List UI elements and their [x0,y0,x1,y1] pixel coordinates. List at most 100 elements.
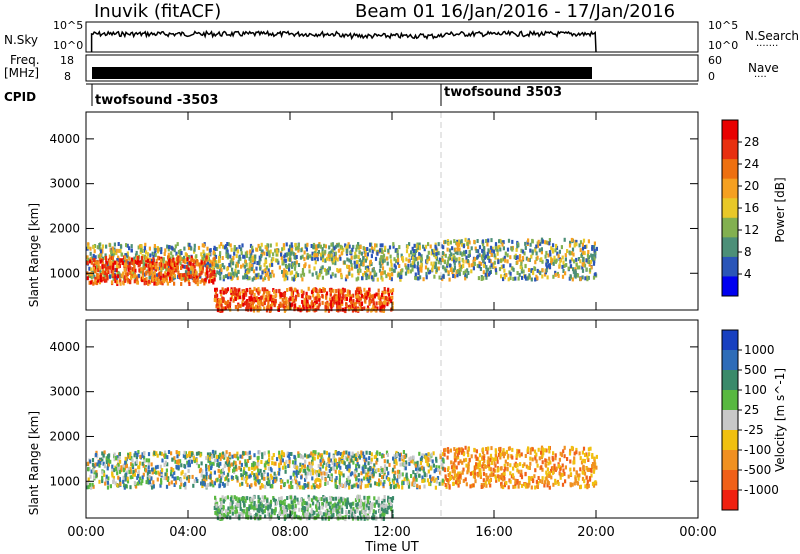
echo-cell [311,256,314,261]
echo-cell [358,286,361,291]
echo-cell [564,271,567,276]
echo-cell [168,481,171,486]
echo-cell [241,454,244,459]
echo-cell [178,275,182,280]
echo-cell [284,469,287,474]
echo-cell [160,250,163,255]
echo-cell [447,270,450,275]
echo-cell [321,247,324,252]
echo-cell [140,247,143,252]
echo-cell [383,248,387,252]
echo-cell [458,260,461,265]
echo-cell [317,305,320,310]
echo-cell [328,515,331,520]
echo-cell [576,273,580,278]
echo-cell [217,508,220,513]
echo-cell [411,261,414,265]
echo-cell [339,465,342,470]
echo-cell [317,294,321,299]
echo-cell [238,465,241,470]
echo-cell [575,447,578,452]
echo-cell [290,513,293,518]
echo-cell [317,464,320,469]
echo-cell [270,306,273,311]
echo-cell [245,472,248,476]
echo-cell [216,462,219,467]
echo-cell [404,263,407,268]
echo-cell [287,464,290,468]
echo-cell [562,269,565,273]
echo-cell [242,469,245,474]
echo-cell [279,301,282,306]
echo-cell [245,479,248,484]
echo-cell [232,468,235,473]
echo-cell [87,467,90,472]
echo-cell [149,263,152,268]
echo-cell [459,267,462,272]
echo-cell [554,248,557,253]
echo-cell [132,267,135,272]
echo-cell [338,470,341,475]
echo-cell [206,255,209,260]
echo-cell [485,275,488,280]
echo-cell [244,508,247,513]
velocity-echoes [86,445,598,522]
echo-cell [246,300,249,305]
echo-cell [552,243,555,248]
echo-cell [278,467,281,472]
echo-cell [165,468,168,473]
echo-cell [184,252,187,257]
echo-cell [148,271,151,276]
echo-cell [527,238,530,243]
echo-cell [304,471,307,476]
echo-cell [220,503,223,508]
echo-cell [209,482,212,487]
echo-cell [403,454,406,459]
echo-cell [243,503,246,508]
echo-cell [221,287,224,292]
echo-cell [121,261,124,265]
echo-cell [162,259,165,264]
echo-cell [589,259,593,264]
echo-cell [350,508,353,513]
echo-cell [381,266,385,271]
echo-cell [317,452,320,457]
echo-cell [280,496,283,501]
echo-cell [482,263,486,268]
echo-cell [120,273,123,278]
echo-cell [408,461,411,466]
echo-cell [251,256,254,261]
echo-cell [204,272,208,277]
range-tick-label: 2000 [49,221,80,235]
echo-cell [264,267,267,272]
echo-cell [262,504,265,509]
echo-cell [416,261,420,266]
echo-cell [416,265,419,270]
echo-cell [371,468,375,473]
echo-cell [226,512,230,516]
echo-cell [512,267,515,272]
echo-cell [258,509,261,514]
echo-cell [563,471,566,476]
echo-cell [534,456,537,461]
echo-cell [245,512,248,517]
echo-cell [90,469,93,474]
echo-cell [428,256,431,261]
echo-cell [552,482,555,487]
echo-cell [439,470,442,475]
echo-cell [489,259,492,264]
echo-cell [569,240,572,245]
echo-cell [227,466,230,471]
echo-cell [368,292,371,297]
echo-cell [233,245,236,249]
echo-cell [383,479,386,484]
echo-cell [377,288,380,293]
echo-cell [193,264,196,269]
echo-cell [330,242,333,247]
echo-cell [182,453,185,458]
echo-cell [146,471,149,476]
echo-cell [269,297,272,302]
echo-cell [218,302,221,307]
echo-cell [190,265,193,270]
echo-cell [234,297,237,301]
